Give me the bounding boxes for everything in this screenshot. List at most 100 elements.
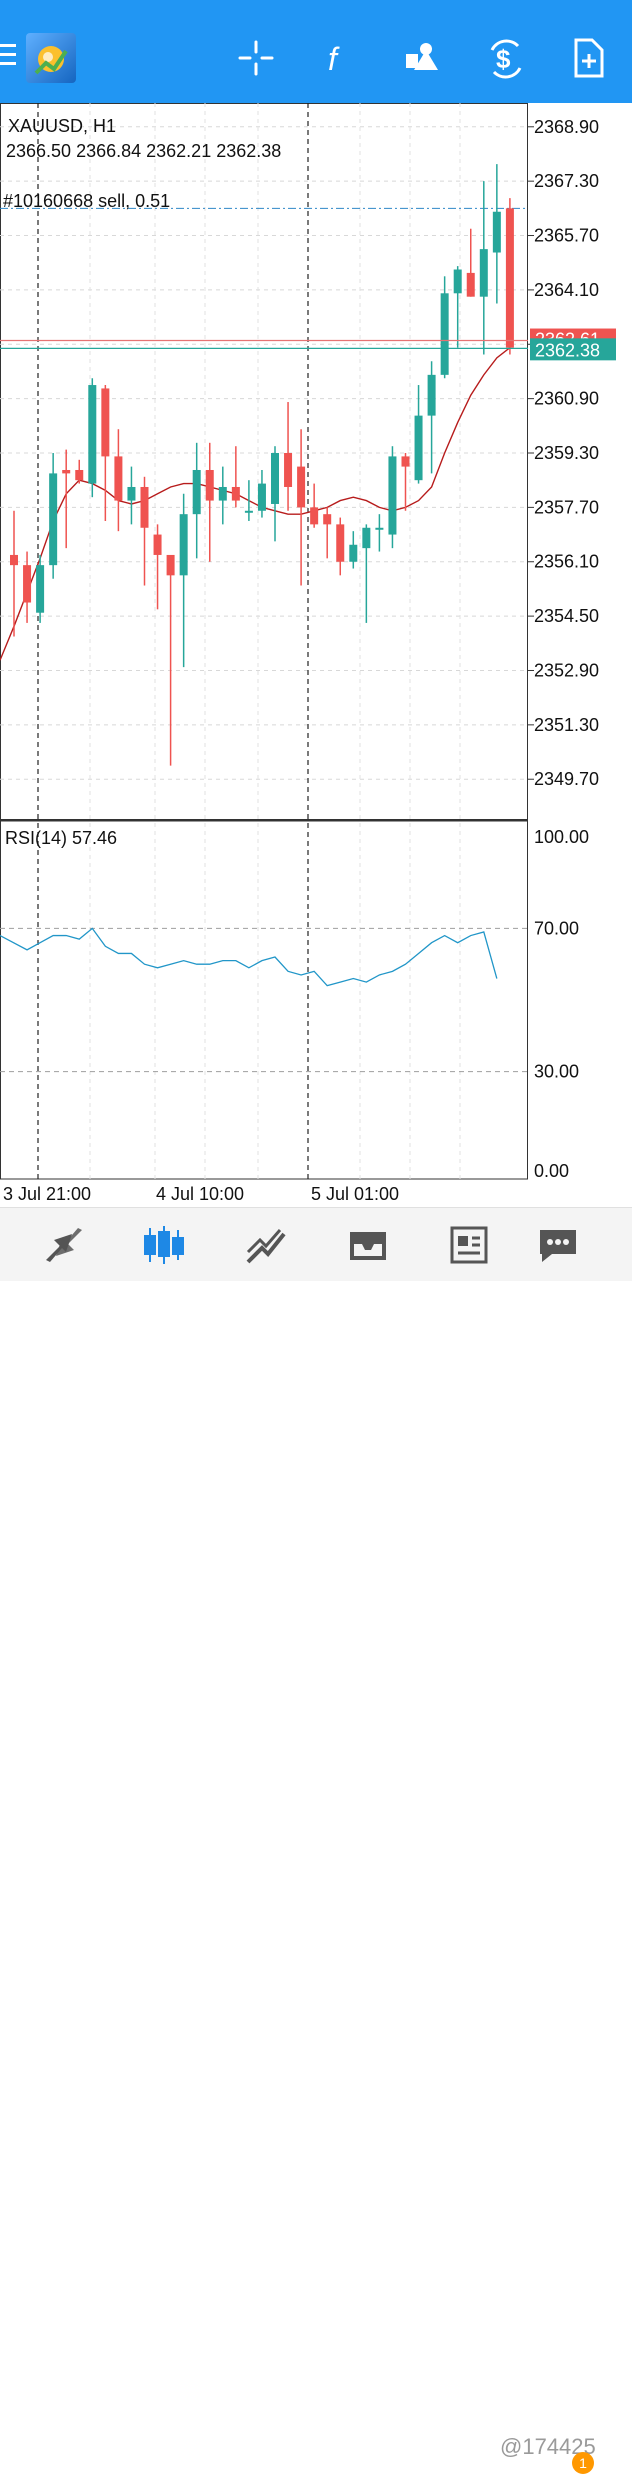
candle-body — [492, 211, 501, 253]
candle — [36, 554, 45, 623]
trade-icon[interactable]: $ — [486, 36, 526, 80]
rsi-line — [0, 927, 498, 987]
candle — [414, 385, 423, 484]
rsi-tick-label: 30.00 — [534, 1062, 579, 1082]
quotes-icon[interactable] — [40, 1222, 88, 1268]
candle — [310, 483, 319, 528]
candle — [297, 429, 306, 586]
candle-body — [36, 565, 45, 613]
moving-average-line — [0, 347, 511, 661]
candle — [336, 517, 345, 576]
candle — [492, 164, 501, 304]
chart-icon[interactable] — [140, 1222, 188, 1268]
candle — [114, 429, 123, 532]
bid-price-box — [530, 338, 616, 361]
candle-body — [140, 486, 149, 528]
candle — [23, 551, 32, 623]
candle-body — [205, 469, 214, 501]
history-icon[interactable] — [344, 1222, 392, 1268]
crosshair-icon[interactable] — [236, 36, 276, 80]
rsi-tick-label: 70.00 — [534, 918, 579, 938]
price-tick-label: 2364.10 — [534, 280, 599, 300]
price-tick-label: 2351.30 — [534, 715, 599, 735]
news-icon[interactable] — [444, 1222, 492, 1268]
rsi-frame — [0, 820, 528, 1180]
candle-body — [453, 269, 462, 294]
candle — [101, 385, 110, 521]
candle — [271, 446, 279, 542]
top-toolbar: f $ — [0, 0, 632, 103]
candle — [284, 402, 293, 511]
candle — [75, 459, 84, 484]
candle — [323, 507, 332, 559]
menu-icon[interactable] — [0, 44, 18, 68]
candle — [401, 453, 410, 511]
order-label[interactable]: #10160668 sell, 0.51 — [3, 191, 170, 211]
svg-text:f: f — [328, 41, 340, 77]
candle-body — [401, 456, 410, 467]
candle-body — [336, 524, 345, 562]
symbol-label: XAUUSD, H1 — [8, 116, 116, 136]
message-badge: 1 — [572, 2452, 594, 2474]
candle — [375, 514, 384, 552]
candle-body — [414, 415, 423, 481]
objects-icon[interactable] — [402, 36, 442, 80]
rsi-label: RSI(14) 57.46 — [5, 828, 117, 848]
candle — [218, 466, 227, 525]
candle — [362, 524, 371, 623]
rsi-tick-label: 100.00 — [534, 827, 589, 847]
messages-icon[interactable] — [534, 1222, 582, 1268]
candle-body — [75, 469, 84, 481]
candle-body — [166, 554, 175, 576]
indicators-icon[interactable]: f — [320, 36, 360, 80]
candle — [505, 198, 514, 355]
candle-body — [271, 453, 279, 504]
app-logo[interactable] — [26, 33, 76, 83]
candle-body — [284, 453, 293, 487]
rsi-tick-label: 0.00 — [534, 1161, 569, 1181]
candle-body — [479, 249, 488, 297]
candle — [244, 480, 253, 521]
candle-body — [88, 385, 97, 484]
candle — [466, 228, 475, 297]
candle-body — [310, 507, 319, 525]
candle-body — [62, 469, 71, 474]
candle — [440, 276, 449, 379]
candle-body — [231, 486, 240, 501]
candle — [179, 493, 188, 668]
candle — [388, 446, 397, 549]
price-tick-label: 2357.70 — [534, 497, 599, 517]
new-order-icon[interactable] — [568, 36, 608, 80]
candle-body — [49, 473, 58, 566]
candle-body — [153, 534, 162, 555]
candle-body — [257, 483, 266, 511]
candle-body — [101, 388, 110, 457]
candle-body — [179, 514, 188, 576]
candle — [205, 442, 214, 562]
candle — [192, 442, 201, 559]
candle-body — [127, 486, 136, 501]
candle-body — [427, 374, 436, 416]
candle-body — [440, 293, 449, 375]
candle — [127, 466, 136, 525]
price-tick-label: 2359.30 — [534, 443, 599, 463]
candle-body — [23, 565, 32, 603]
price-tick-label: 2354.50 — [534, 606, 599, 626]
chart-svg[interactable]: 2368.902367.302365.702364.102362.502360.… — [0, 103, 632, 1207]
candle — [257, 469, 266, 518]
candle — [349, 531, 358, 569]
candle-body — [466, 272, 475, 297]
candle — [62, 449, 71, 549]
time-label: 4 Jul 10:00 — [156, 1184, 244, 1204]
candle — [231, 446, 240, 508]
trade-nav-icon[interactable] — [242, 1222, 290, 1268]
candle-body — [388, 456, 397, 535]
time-label: 5 Jul 01:00 — [311, 1184, 399, 1204]
bid-price-label: 2362.38 — [535, 340, 600, 360]
candle-body — [349, 544, 358, 562]
candle-body — [114, 456, 123, 501]
candle — [453, 266, 462, 348]
svg-text:$: $ — [496, 44, 511, 74]
candle-body — [362, 527, 371, 549]
chart-area[interactable]: 2368.902367.302365.702364.102362.502360.… — [0, 103, 632, 1207]
